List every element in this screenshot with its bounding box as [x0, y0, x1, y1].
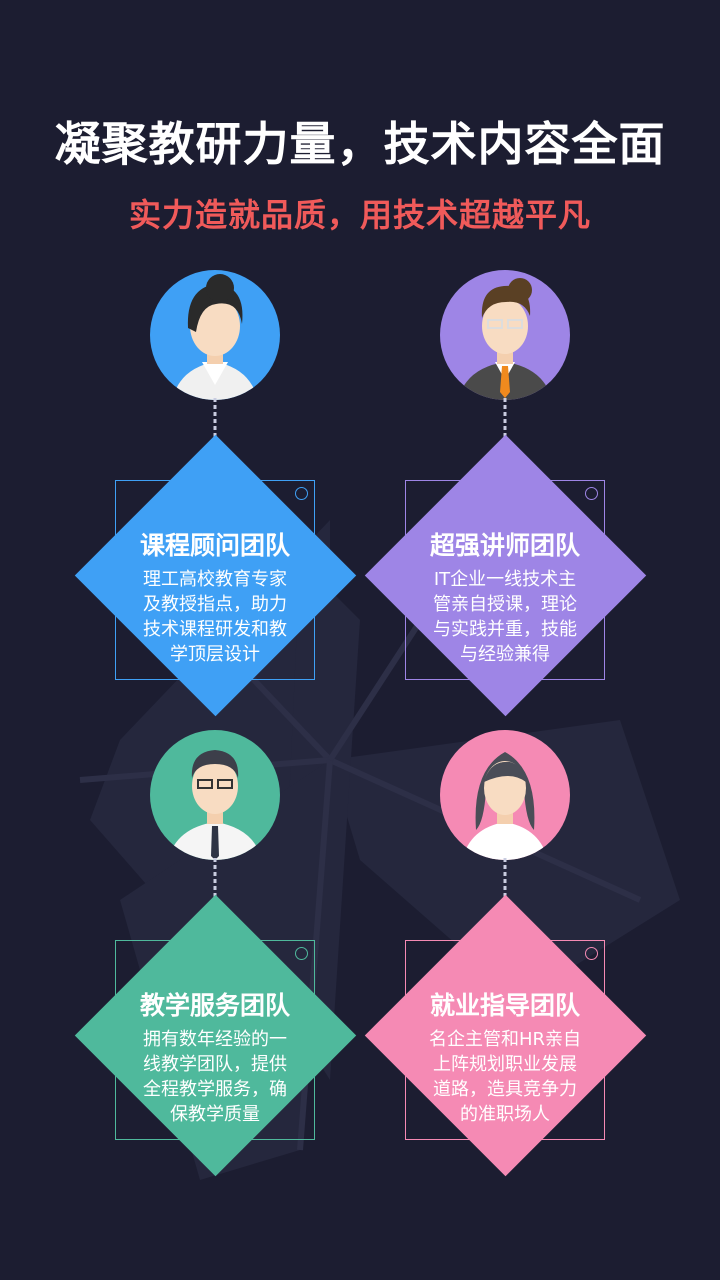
team-title: 教学服务团队 — [139, 991, 290, 1020]
ring-icon — [585, 947, 598, 960]
ring-icon — [295, 947, 308, 960]
team-title: 课程顾问团队 — [139, 531, 290, 560]
team-title: 就业指导团队 — [429, 991, 580, 1020]
male-lecturer-avatar — [440, 270, 570, 400]
team-description: 理工高校教育专家及教授指点，助力技术课程研发和教学顶层设计 — [143, 569, 287, 665]
team-card-lecturer: 超强讲师团队 IT企业一线技术主管亲自授课，理论与实践并重，技能与经验兼得 — [364, 270, 655, 1190]
team-description: 名企主管和HR亲自上阵规划职业发展道路，造具竞争力的准职场人 — [428, 1029, 582, 1125]
team-description: IT企业一线技术主管亲自授课，理论与实践并重，技能与经验兼得 — [433, 569, 577, 665]
team-card-teaching-service: 教学服务团队 拥有数年经验的一线教学团队，提供全程教学服务，确保教学质量 — [74, 730, 365, 1280]
male-teacher-avatar — [150, 730, 280, 860]
team-card-course-consultant: 课程顾问团队 理工高校教育专家及教授指点，助力技术课程研发和教学顶层设计 — [74, 270, 365, 1190]
page-title: 凝聚教研力量，技术内容全面 — [54, 117, 666, 171]
team-card-career-guidance: 就业指导团队 名企主管和HR亲自上阵规划职业发展道路，造具竞争力的准职场人 — [364, 730, 655, 1280]
female-consultant-avatar — [150, 270, 280, 400]
ring-icon — [585, 487, 598, 500]
ring-icon — [295, 487, 308, 500]
team-title: 超强讲师团队 — [429, 531, 580, 560]
team-description: 拥有数年经验的一线教学团队，提供全程教学服务，确保教学质量 — [143, 1029, 287, 1125]
page-subtitle: 实力造就品质，用技术超越平凡 — [128, 196, 591, 234]
female-career-advisor-avatar — [440, 730, 570, 860]
